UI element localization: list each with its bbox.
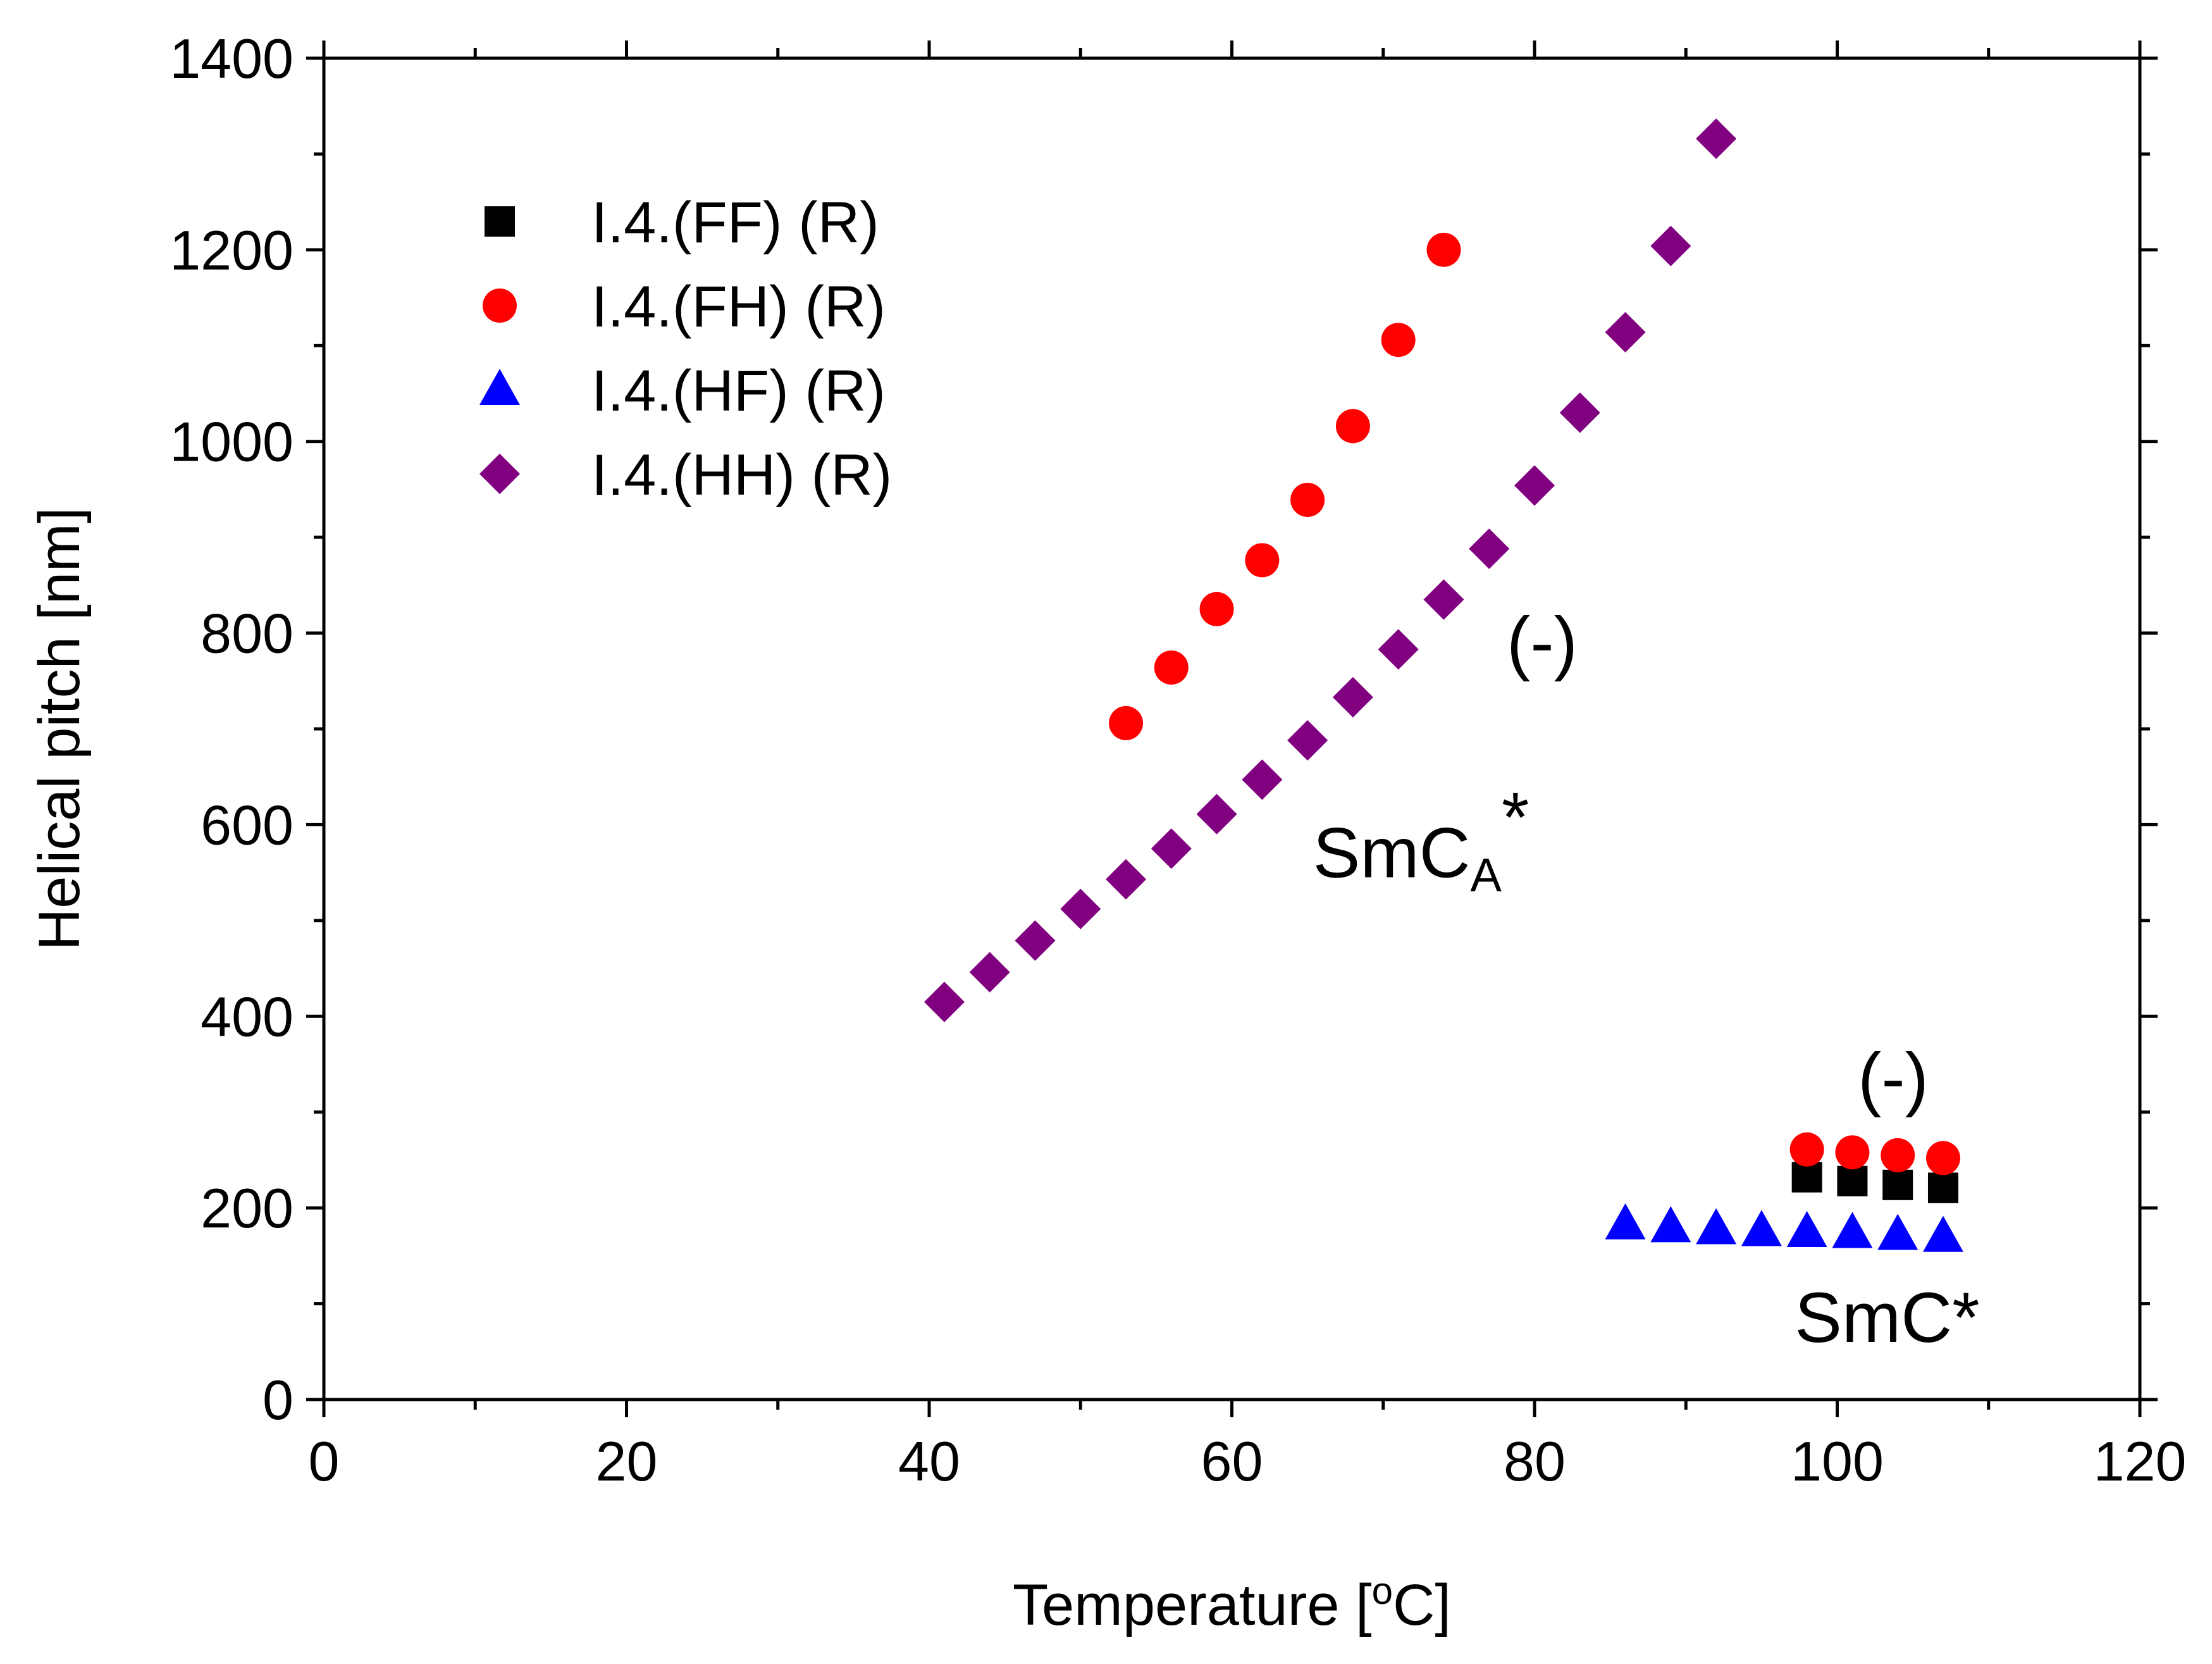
y-tick-label: 600 <box>201 793 293 856</box>
data-point-triangle <box>1741 1210 1782 1246</box>
x-axis-title: Temperature [oC] <box>1013 1570 1451 1638</box>
y-tick-label: 1000 <box>170 411 293 473</box>
data-point-diamond <box>1469 528 1510 569</box>
data-point-diamond <box>924 981 965 1022</box>
data-point-circle <box>1789 1132 1824 1167</box>
data-point-diamond <box>1151 828 1192 869</box>
data-point-diamond <box>1332 677 1373 718</box>
y-tick-label: 200 <box>201 1177 293 1239</box>
data-point-diamond <box>969 952 1010 993</box>
data-point-circle <box>1335 409 1370 444</box>
data-point-circle <box>1199 592 1234 626</box>
y-tick-label: 1400 <box>170 27 293 90</box>
x-axis-title-prefix: Temperature [ <box>1013 1573 1372 1637</box>
plot-frame <box>322 56 2142 1401</box>
data-point-diamond <box>1423 579 1464 620</box>
data-point-diamond <box>1696 118 1737 159</box>
data-point-diamond <box>1242 759 1283 800</box>
data-point-square <box>1791 1162 1822 1193</box>
annotation-smca-phase: SmCA* <box>1313 778 1529 902</box>
data-point-diamond <box>1378 629 1419 670</box>
legend-marker-circle <box>483 289 517 323</box>
annotation-smca-asterisk: * <box>1502 778 1529 857</box>
x-tick-label: 20 <box>596 1430 658 1493</box>
x-tick-label: 120 <box>2094 1430 2187 1493</box>
legend-marker-square <box>485 206 515 237</box>
annotation-smca-text: SmC <box>1313 814 1471 893</box>
data-point-triangle <box>1877 1214 1919 1250</box>
annotations: SmCA* (-) (-) SmC* <box>1313 603 1980 1358</box>
data-point-triangle <box>1650 1206 1691 1243</box>
data-point-triangle <box>1832 1212 1873 1248</box>
series-diamond <box>924 118 1737 1022</box>
x-axis-title-degree: o <box>1372 1570 1393 1612</box>
legend-marker-triangle <box>479 369 520 405</box>
data-point-circle <box>1245 543 1280 578</box>
data-point-square <box>1927 1172 1958 1203</box>
annotation-minus-sign-smca: (-) <box>1507 603 1578 682</box>
x-axis-title-suffix: C] <box>1393 1573 1451 1637</box>
data-point-triangle <box>1922 1215 1963 1252</box>
legend: I.4.(FF) (R) I.4.(FH) (R) I.4.(HF) (R) I.4.… <box>479 190 892 507</box>
legend-label: I.4.(FH) (R) <box>591 275 886 339</box>
x-tick-label: 100 <box>1791 1430 1884 1493</box>
data-point-square <box>1837 1165 1868 1196</box>
data-point-triangle <box>1696 1208 1737 1245</box>
data-point-diamond <box>1196 793 1237 835</box>
y-axis-title: Helical pitch [nm] <box>27 507 92 950</box>
series-square <box>1791 1162 1958 1203</box>
data-point-circle <box>1109 705 1144 740</box>
data-point-circle <box>1881 1138 1915 1172</box>
legend-marker-diamond <box>479 454 520 494</box>
x-tick-label: 80 <box>1504 1430 1566 1493</box>
data-point-triangle <box>1605 1203 1646 1239</box>
x-tick-label: 40 <box>898 1430 960 1493</box>
legend-label: I.4.(FF) (R) <box>591 190 879 255</box>
data-point-diamond <box>1060 888 1101 929</box>
data-point-circle <box>1835 1135 1870 1170</box>
y-tick-label: 800 <box>201 602 293 665</box>
series-triangle <box>1605 1203 1963 1252</box>
annotation-minus-sign-smc: (-) <box>1858 1039 1929 1118</box>
axis-ticks <box>306 40 2158 1417</box>
data-point-diamond <box>1559 392 1600 433</box>
data-point-diamond <box>1015 920 1056 961</box>
annotation-smc-phase: SmC* <box>1795 1278 1979 1357</box>
data-point-diamond <box>1106 859 1147 900</box>
data-point-circle <box>1290 483 1325 518</box>
x-tick-label: 0 <box>309 1430 340 1493</box>
data-point-diamond <box>1605 312 1646 353</box>
data-point-square <box>1882 1169 1913 1200</box>
legend-label: I.4.(HH) (R) <box>591 443 892 507</box>
data-point-triangle <box>1786 1211 1827 1247</box>
y-tick-label: 0 <box>263 1369 293 1431</box>
y-tick-label: 400 <box>201 985 293 1048</box>
annotation-smca-subscript: A <box>1471 849 1502 902</box>
data-point-diamond <box>1287 720 1328 761</box>
data-point-circle <box>1426 232 1461 267</box>
legend-label: I.4.(HF) (R) <box>591 359 886 423</box>
data-point-circle <box>1381 323 1416 357</box>
data-point-diamond <box>1514 465 1555 506</box>
data-points <box>924 118 1963 1252</box>
data-point-diamond <box>1650 225 1691 266</box>
series-circle <box>1109 232 1960 1176</box>
data-point-circle <box>1154 650 1189 685</box>
x-tick-label: 60 <box>1201 1430 1263 1493</box>
y-tick-label: 1200 <box>170 219 293 282</box>
data-point-circle <box>1925 1141 1960 1176</box>
